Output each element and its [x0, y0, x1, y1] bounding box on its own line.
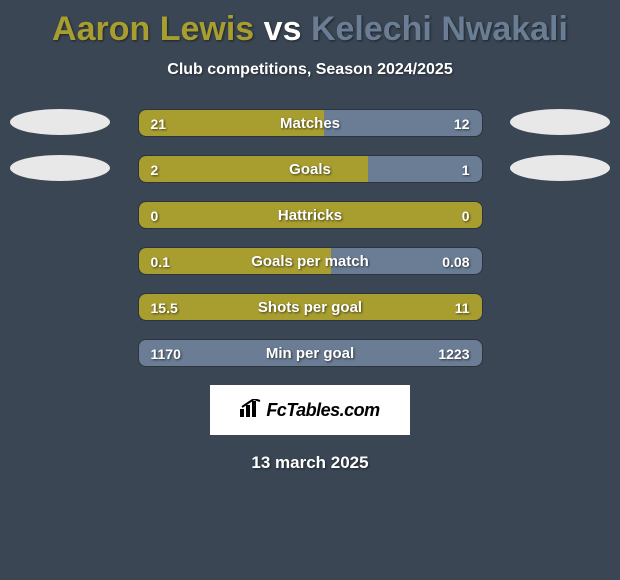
stat-row: Goals2 1	[138, 155, 483, 183]
player2-avatar-shadow	[510, 155, 610, 181]
stat-row: Goals per match0.1 0.08	[138, 247, 483, 275]
stats-area: Matches2112Goals21Hattricks00Goals per m…	[0, 109, 620, 367]
stat-label: Hattricks	[139, 202, 482, 228]
date-label: 13 march 2025	[0, 453, 620, 473]
player1-name: Aaron Lewis	[52, 10, 254, 48]
player2-avatar	[510, 109, 610, 135]
player2-name: Kelechi Nwakali	[311, 10, 568, 48]
stat-label: Goals	[139, 156, 482, 182]
stat-row: Matches21 12	[138, 109, 483, 137]
vs-label: vs	[264, 10, 302, 48]
stat-value-right: 0	[462, 202, 470, 228]
stat-value-right: 1	[462, 156, 470, 182]
player1-avatar-shadow	[10, 155, 110, 181]
stat-value-left: 2	[151, 156, 159, 182]
stat-bars: Matches2112Goals21Hattricks00Goals per m…	[138, 109, 483, 367]
stat-label: Goals per match	[139, 248, 482, 274]
player1-avatar	[10, 109, 110, 135]
logo-icon	[240, 399, 262, 422]
stat-value-right: 11	[455, 294, 470, 320]
stat-label: Min per goal	[139, 340, 482, 366]
stat-value-left: 0.1	[151, 248, 170, 274]
stat-label: Shots per goal	[139, 294, 482, 320]
stat-value-right: 1223	[438, 340, 469, 366]
logo-box: FcTables.com	[210, 385, 410, 435]
comparison-title: Aaron Lewis vs Kelechi Nwakali	[0, 0, 620, 49]
stat-row: Hattricks0 0	[138, 201, 483, 229]
logo-text: FcTables.com	[266, 400, 379, 421]
stat-row: Min per goal1170 1223	[138, 339, 483, 367]
stat-value-right: 0.08	[442, 248, 469, 274]
subtitle: Club competitions, Season 2024/2025	[0, 61, 620, 79]
stat-value-left: 1170	[151, 340, 181, 366]
stat-value-left: 15.5	[151, 294, 178, 320]
stat-row: Shots per goal15.5 11	[138, 293, 483, 321]
stat-value-left: 21	[151, 110, 167, 136]
stat-value-right: 12	[454, 110, 470, 136]
stat-value-left: 0	[151, 202, 159, 228]
stat-label: Matches	[139, 110, 482, 136]
